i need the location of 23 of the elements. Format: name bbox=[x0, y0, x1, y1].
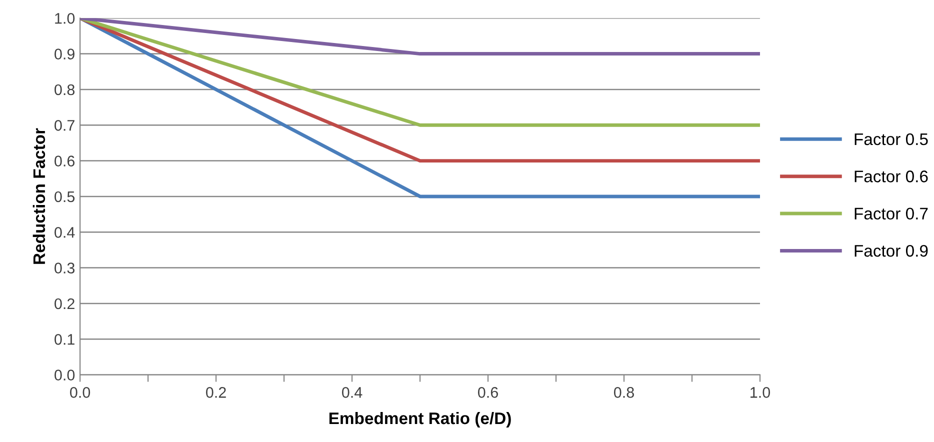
y-tick-label: 0.4 bbox=[54, 227, 75, 238]
x-tick-label: 0.0 bbox=[70, 387, 90, 398]
y-tick-label: 0.8 bbox=[54, 84, 75, 96]
x-tick-label: 0.8 bbox=[614, 387, 634, 398]
y-tick-label: 0.2 bbox=[54, 298, 74, 310]
legend-label: Factor 0.7 bbox=[854, 208, 928, 220]
y-tick-label: 0.3 bbox=[54, 262, 75, 274]
legend-label: Factor 0.9 bbox=[854, 244, 928, 257]
y-tick-label: 0.1 bbox=[54, 334, 74, 345]
y-tick-label: 0.5 bbox=[54, 191, 75, 202]
y-axis-title: Reduction Factor bbox=[32, 128, 46, 264]
x-tick-label: 0.2 bbox=[206, 387, 226, 398]
x-axis-title: Embedment Ratio (e/D) bbox=[329, 412, 511, 428]
legend-label: Factor 0.6 bbox=[854, 170, 928, 182]
x-tick-label: 0.6 bbox=[478, 387, 498, 398]
y-tick-label: 0.6 bbox=[54, 156, 75, 166]
y-tick-label: 0.7 bbox=[54, 120, 74, 131]
y-tick-label: 0.0 bbox=[54, 370, 75, 380]
x-tick-label: 0.4 bbox=[342, 387, 362, 398]
legend-label: Factor 0.5 bbox=[854, 133, 928, 146]
y-tick-label: 1.0 bbox=[55, 12, 75, 24]
y-tick-label: 0.9 bbox=[54, 48, 74, 60]
x-tick-label: 1.0 bbox=[750, 387, 770, 398]
